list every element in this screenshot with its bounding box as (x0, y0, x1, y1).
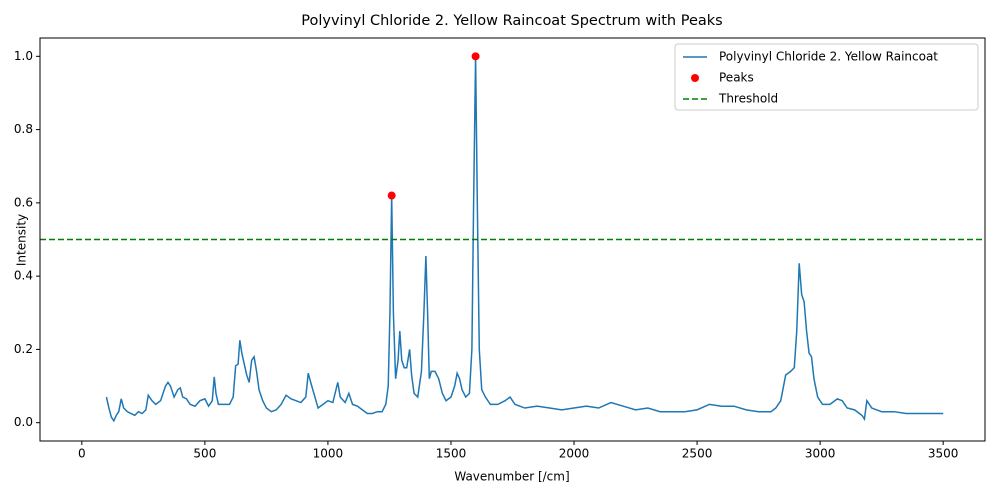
x-tick-label: 1500 (436, 447, 467, 461)
plot-frame (39, 37, 986, 442)
x-tick-label: 500 (193, 447, 216, 461)
y-axis-label: Intensity (15, 214, 29, 266)
y-tick-label: 1.0 (14, 49, 33, 63)
legend-label: Peaks (719, 71, 754, 85)
x-tick-label: 0 (78, 447, 86, 461)
y-tick-label: 0.8 (14, 122, 33, 136)
legend-box (674, 43, 979, 111)
legend-label: Polyvinyl Chloride 2. Yellow Raincoat (719, 50, 938, 64)
peak-point (387, 191, 396, 200)
y-tick-label: 0.4 (14, 269, 33, 283)
chart-title: Polyvinyl Chloride 2. Yellow Raincoat Sp… (301, 13, 722, 29)
y-tick-label: 0.6 (14, 195, 33, 209)
legend-label: Threshold (718, 92, 778, 106)
peak-point (471, 52, 480, 61)
spectrum-line (105, 56, 944, 423)
legend-marker (691, 74, 699, 82)
y-tick-label: 0.2 (14, 342, 33, 356)
x-axis-label: Wavenumber [/cm] (454, 470, 569, 484)
x-tick-label: 2500 (682, 447, 713, 461)
x-tick-label: 2000 (559, 447, 590, 461)
x-tick-label: 1000 (313, 447, 344, 461)
x-tick-label: 3000 (805, 447, 836, 461)
y-tick-label: 0.0 (14, 415, 33, 429)
x-tick-label: 3500 (928, 447, 959, 461)
